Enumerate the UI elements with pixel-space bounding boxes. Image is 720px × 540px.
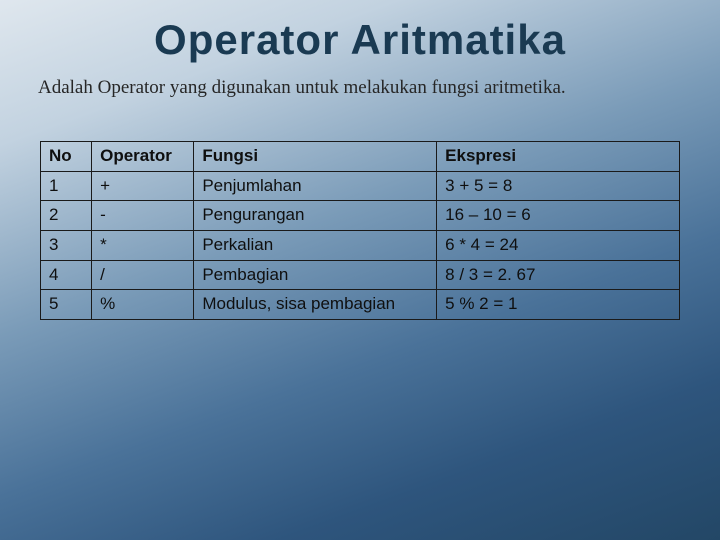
cell-operator: + [92,171,194,201]
operator-table-wrap: No Operator Fungsi Ekspresi 1 + Penjumla… [40,141,680,320]
cell-ekspresi: 6 * 4 = 24 [437,230,680,260]
cell-fungsi: Perkalian [194,230,437,260]
subtitle-text: Adalah Operator yang digunakan untuk mel… [38,76,682,101]
table-header-row: No Operator Fungsi Ekspresi [41,141,680,171]
cell-operator: * [92,230,194,260]
col-header-fungsi: Fungsi [194,141,437,171]
cell-ekspresi: 5 % 2 = 1 [437,290,680,320]
cell-no: 4 [41,260,92,290]
cell-fungsi: Pengurangan [194,201,437,231]
cell-no: 5 [41,290,92,320]
cell-no: 2 [41,201,92,231]
table-row: 1 + Penjumlahan 3 + 5 = 8 [41,171,680,201]
cell-ekspresi: 16 – 10 = 6 [437,201,680,231]
table-row: 5 % Modulus, sisa pembagian 5 % 2 = 1 [41,290,680,320]
col-header-ekspresi: Ekspresi [437,141,680,171]
operator-table: No Operator Fungsi Ekspresi 1 + Penjumla… [40,141,680,320]
cell-operator: % [92,290,194,320]
cell-no: 1 [41,171,92,201]
cell-ekspresi: 3 + 5 = 8 [437,171,680,201]
col-header-operator: Operator [92,141,194,171]
cell-operator: - [92,201,194,231]
cell-ekspresi: 8 / 3 = 2. 67 [437,260,680,290]
table-row: 2 - Pengurangan 16 – 10 = 6 [41,201,680,231]
table-row: 4 / Pembagian 8 / 3 = 2. 67 [41,260,680,290]
col-header-no: No [41,141,92,171]
cell-no: 3 [41,230,92,260]
slide: Operator Aritmatika Adalah Operator yang… [0,0,720,540]
cell-operator: / [92,260,194,290]
cell-fungsi: Modulus, sisa pembagian [194,290,437,320]
table-row: 3 * Perkalian 6 * 4 = 24 [41,230,680,260]
cell-fungsi: Pembagian [194,260,437,290]
cell-fungsi: Penjumlahan [194,171,437,201]
page-title: Operator Aritmatika [38,18,682,62]
